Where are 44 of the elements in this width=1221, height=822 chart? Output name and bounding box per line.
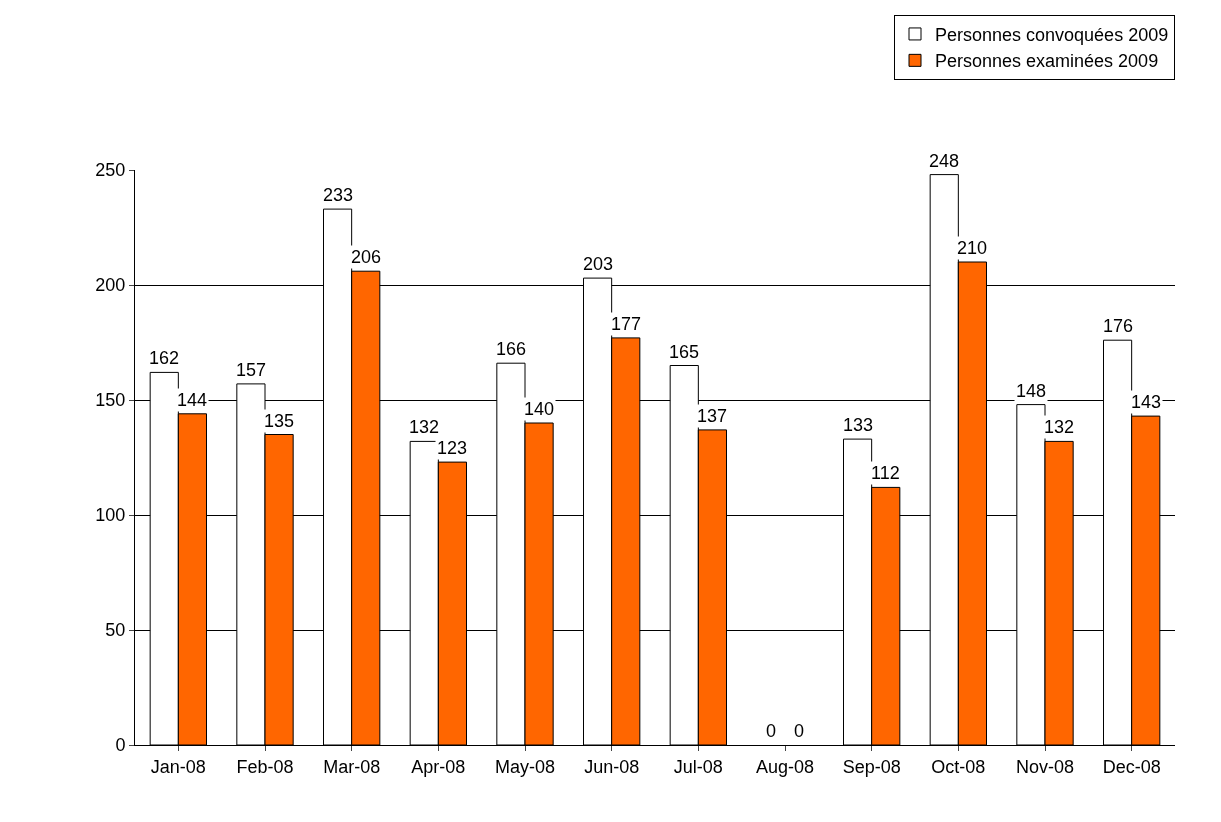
data-label: 132	[409, 417, 440, 437]
data-label: 203	[583, 254, 614, 274]
x-tick-label: Mar-08	[323, 756, 381, 777]
x-tick-label: May-08	[494, 756, 556, 777]
data-label: 112	[871, 463, 900, 483]
y-tick-label: 200	[95, 275, 126, 296]
data-label: 135	[264, 411, 295, 431]
x-tick-label: Feb-08	[236, 756, 294, 777]
data-label: 137	[697, 406, 728, 426]
x-tick-label: Jun-08	[584, 756, 640, 777]
data-label: 165	[669, 342, 700, 362]
data-label: 123	[437, 438, 468, 458]
data-label: 206	[351, 247, 382, 267]
x-tick-label: Apr-08	[411, 756, 466, 777]
legend-label: Personnes examinées 2009	[935, 51, 1159, 72]
x-tick-label: Dec-08	[1102, 756, 1161, 777]
data-label: 132	[1044, 417, 1075, 437]
data-label: 162	[149, 348, 180, 368]
data-label: 133	[843, 415, 874, 435]
legend-label: Personnes convoquées 2009	[935, 24, 1169, 45]
x-tick-label: Sep-08	[842, 756, 901, 777]
x-tick-label: Nov-08	[1015, 756, 1075, 777]
data-label: 177	[611, 314, 642, 334]
x-tick-label: Jan-08	[150, 756, 206, 777]
data-label: 148	[1016, 381, 1047, 401]
x-tick-label: Jul-08	[673, 756, 723, 777]
data-label: 210	[957, 238, 988, 258]
y-tick-label: 150	[95, 390, 126, 411]
x-tick-label: Aug-08	[755, 756, 815, 777]
y-tick-label: 250	[95, 160, 126, 181]
data-label: 248	[929, 151, 960, 171]
data-label: 157	[236, 360, 267, 380]
data-label: 0	[794, 721, 805, 741]
data-label: 0	[766, 721, 777, 741]
y-tick-label: 0	[115, 735, 126, 756]
data-label: 166	[496, 339, 527, 359]
x-tick-label: Oct-08	[931, 756, 986, 777]
data-label: 144	[177, 390, 208, 410]
data-label: 233	[323, 185, 354, 205]
data-label: 140	[524, 399, 555, 419]
data-label: 143	[1131, 392, 1162, 412]
y-tick-label: 50	[105, 620, 126, 641]
data-label: 176	[1103, 316, 1134, 336]
y-tick-label: 100	[95, 505, 126, 526]
